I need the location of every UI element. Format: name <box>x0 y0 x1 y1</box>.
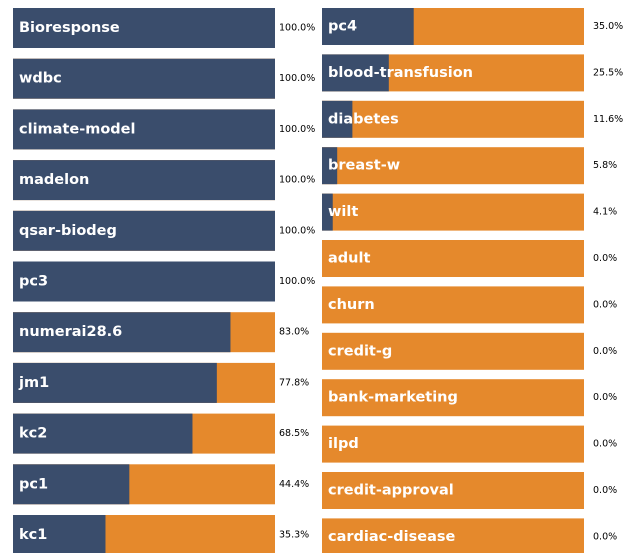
bar-row: wilt 4.1% <box>322 193 617 231</box>
bar-remainder <box>322 286 584 324</box>
panel-right: pc4 35.0% blood-transfusion 25.5% diabetes 11… <box>322 8 623 553</box>
value-label: 100.0% <box>279 175 315 186</box>
value-label: 4.1% <box>593 207 617 218</box>
bar-remainder <box>322 240 584 277</box>
bar-row: climate-model 100.0% <box>13 109 315 150</box>
bar-row: kc1 35.3% <box>13 515 309 553</box>
bar-row: bank-marketing 0.0% <box>322 379 617 417</box>
category-label: Bioresponse <box>19 20 120 36</box>
category-label: churn <box>328 297 375 313</box>
category-label: adult <box>328 251 370 267</box>
bar-value <box>13 58 275 99</box>
bar-row: qsar-biodeg 100.0% <box>13 210 315 251</box>
bar-row: diabetes 11.6% <box>322 100 623 138</box>
bar-row: cardiac-disease 0.0% <box>322 518 617 553</box>
category-label: madelon <box>19 172 89 188</box>
bar-remainder <box>322 425 584 463</box>
category-label: jm1 <box>18 375 49 391</box>
bar-remainder <box>322 332 584 370</box>
category-label: diabetes <box>328 111 399 127</box>
value-label: 100.0% <box>279 23 315 34</box>
value-label: 77.8% <box>279 377 309 388</box>
bar-value <box>322 147 338 185</box>
category-label: pc4 <box>328 19 357 35</box>
bar-row: madelon 100.0% <box>13 160 315 201</box>
bar-row: churn 0.0% <box>322 286 617 324</box>
bar-value <box>13 210 275 251</box>
value-label: 100.0% <box>279 124 315 135</box>
category-label: blood-transfusion <box>328 65 473 81</box>
category-label: kc2 <box>19 426 47 442</box>
value-label: 11.6% <box>593 114 623 125</box>
bar-row: credit-g 0.0% <box>322 332 617 370</box>
bar-value <box>13 109 275 150</box>
bar-row: pc4 35.0% <box>322 8 623 45</box>
value-label: 0.0% <box>593 253 617 264</box>
value-label: 83.0% <box>279 327 309 338</box>
value-label: 44.4% <box>279 479 309 490</box>
bar-value <box>322 100 353 138</box>
category-label: wdbc <box>19 71 62 87</box>
bar-row: blood-transfusion 25.5% <box>322 54 623 92</box>
bar-value <box>13 160 275 201</box>
value-label: 100.0% <box>279 73 315 84</box>
bar-remainder <box>322 472 584 509</box>
bar-value <box>13 515 106 553</box>
bar-value <box>322 193 333 231</box>
category-label: credit-g <box>328 343 392 359</box>
value-label: 0.0% <box>593 439 617 450</box>
bar-row: pc3 100.0% <box>13 261 315 302</box>
category-label: credit-approval <box>328 483 454 499</box>
category-label: numerai28.6 <box>19 324 122 340</box>
category-label: pc1 <box>19 476 48 492</box>
bar-value <box>13 413 193 454</box>
bar-row: pc1 44.4% <box>13 464 309 505</box>
value-label: 100.0% <box>279 225 315 236</box>
category-label: pc3 <box>19 274 48 290</box>
value-label: 0.0% <box>593 392 617 403</box>
bar-remainder <box>322 193 584 231</box>
bar-row: credit-approval 0.0% <box>322 472 617 509</box>
category-label: kc1 <box>19 527 47 543</box>
value-label: 35.0% <box>593 21 623 32</box>
bar-value <box>322 54 389 92</box>
value-label: 0.0% <box>593 485 617 496</box>
bar-row: breast-w 5.8% <box>322 147 617 185</box>
bar-row: adult 0.0% <box>322 240 617 277</box>
value-label: 35.3% <box>279 530 309 541</box>
value-label: 0.0% <box>593 346 617 357</box>
bar-row: kc2 68.5% <box>13 413 309 454</box>
category-label: qsar-biodeg <box>19 223 117 239</box>
bar-value <box>13 261 275 302</box>
bar-remainder <box>322 379 584 417</box>
category-label: cardiac-disease <box>328 529 456 545</box>
panel-left: Bioresponse 100.0%wdbc 100.0%climate-model… <box>13 8 315 553</box>
value-label: 5.8% <box>593 160 617 171</box>
bar-row: ilpd 0.0% <box>322 425 617 463</box>
bar-row: numerai28.6 83.0% <box>13 312 309 353</box>
bar-remainder <box>322 147 584 185</box>
bar-value <box>13 312 231 353</box>
bar-row: Bioresponse 100.0% <box>13 8 315 48</box>
category-label: ilpd <box>328 436 359 452</box>
bar-row: jm1 77.8% <box>13 362 309 403</box>
value-label: 0.0% <box>593 531 617 542</box>
bar-value <box>322 8 414 45</box>
category-label: wilt <box>328 204 358 220</box>
value-label: 0.0% <box>593 299 617 310</box>
value-label: 68.5% <box>279 428 309 439</box>
category-label: climate-model <box>19 121 135 137</box>
bar-value <box>13 464 130 505</box>
value-label: 100.0% <box>279 276 315 287</box>
bar-value <box>13 8 275 48</box>
category-label: breast-w <box>328 158 400 174</box>
value-label: 25.5% <box>593 67 623 78</box>
bar-value <box>13 362 217 403</box>
bar-row: wdbc 100.0% <box>13 58 315 99</box>
bar-remainder <box>322 518 584 553</box>
category-label: bank-marketing <box>328 390 458 406</box>
bar-remainder <box>322 100 584 138</box>
